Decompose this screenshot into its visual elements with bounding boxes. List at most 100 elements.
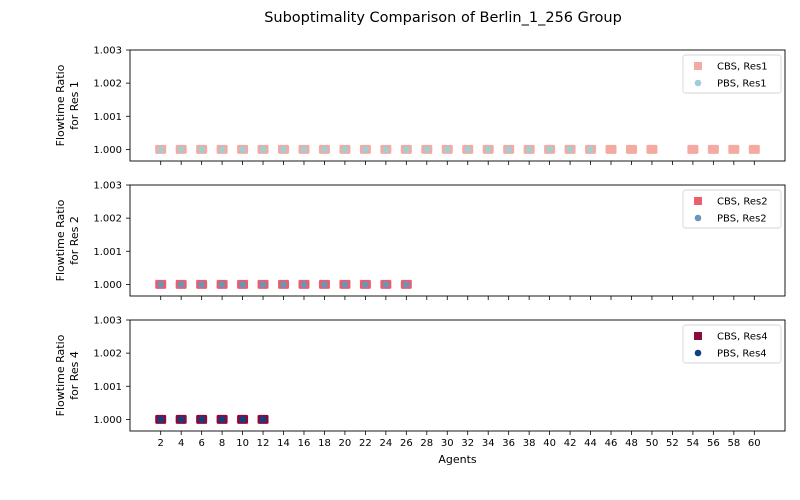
series-pbs-res1 [157, 146, 594, 153]
data-point [403, 146, 410, 153]
data-point [177, 146, 185, 153]
data-point [157, 416, 165, 423]
legend-label: CBS, Res1 [717, 62, 768, 73]
data-point [403, 281, 410, 288]
y-axis-label: Flowtime Ratiofor Res 2 [54, 199, 81, 281]
y-tick-label: 1.001 [93, 112, 122, 123]
data-point [259, 146, 267, 153]
legend-frame [682, 189, 782, 229]
data-point [587, 146, 594, 153]
legend-marker [694, 197, 702, 205]
legend-label: PBS, Res1 [717, 79, 767, 90]
data-point [198, 281, 205, 288]
x-tick-label: 22 [359, 438, 372, 449]
x-tick-label: 44 [584, 438, 597, 449]
y-axis-label-line1: Flowtime Ratio [54, 199, 67, 281]
y-axis-label-line2: for Res 1 [68, 81, 81, 130]
legend: CBS, Res2 PBS, Res2 [682, 189, 782, 229]
data-point [748, 144, 760, 154]
legend-marker [694, 62, 702, 70]
data-point [218, 281, 226, 288]
legend-label: PBS, Res4 [717, 349, 767, 360]
data-point [382, 146, 390, 153]
data-point [443, 146, 451, 153]
data-point [687, 144, 699, 154]
y-tick-label: 1.002 [93, 214, 122, 225]
data-point [239, 146, 246, 153]
data-point [321, 146, 328, 153]
legend-label: PBS, Res2 [717, 214, 767, 225]
legend-marker [694, 332, 702, 340]
x-tick-label: 4 [178, 438, 184, 449]
x-tick-label: 14 [277, 438, 290, 449]
data-point [605, 144, 617, 154]
data-point [280, 281, 287, 288]
y-tick-label: 1.003 [93, 181, 122, 192]
data-point [341, 146, 349, 153]
x-tick-label: 52 [666, 438, 679, 449]
y-axis-label: Flowtime Ratiofor Res 4 [54, 334, 81, 416]
y-tick-label: 1.003 [93, 46, 122, 57]
data-point [198, 416, 205, 423]
x-tick-label: 50 [646, 438, 659, 449]
data-point [300, 146, 308, 153]
y-axis-label-line2: for Res 4 [68, 351, 81, 400]
x-tick-label: 32 [461, 438, 474, 449]
y-tick-label: 1.002 [93, 79, 122, 90]
x-tick-label: 16 [298, 438, 311, 449]
data-point [157, 281, 165, 288]
series-cbs-res2 [155, 279, 412, 289]
x-tick-label: 38 [523, 438, 536, 449]
x-tick-label: 54 [687, 438, 700, 449]
data-point [300, 281, 308, 288]
x-tick-label: 20 [339, 438, 352, 449]
x-axis-label: Agents [438, 453, 477, 466]
data-point [546, 146, 553, 153]
data-point [177, 416, 185, 423]
y-tick-label: 1.001 [93, 247, 122, 258]
x-tick-label: 46 [605, 438, 618, 449]
data-point [218, 146, 226, 153]
data-point [484, 146, 492, 153]
data-point [341, 281, 349, 288]
subplot-2: 1.000 1.001 1.002 1.003 Flowtime Ratiofor Re… [54, 181, 786, 300]
data-point [728, 144, 740, 154]
figure-title: Suboptimality Comparison of Berlin_1_256… [264, 10, 622, 26]
legend-label: CBS, Res2 [717, 197, 768, 208]
x-tick-label: 12 [257, 438, 270, 449]
data-point [423, 146, 431, 153]
y-tick-label: 1.000 [93, 145, 122, 156]
legend-marker [694, 214, 702, 222]
x-tick-label: 30 [441, 438, 454, 449]
x-tick-label: 40 [543, 438, 556, 449]
data-point [362, 281, 369, 288]
data-point [362, 146, 369, 153]
data-point [198, 146, 205, 153]
data-point [525, 146, 533, 153]
axes-frame [129, 49, 786, 162]
data-point [157, 146, 165, 153]
y-tick-label: 1.001 [93, 382, 122, 393]
data-point [239, 281, 246, 288]
y-axis-label-line1: Flowtime Ratio [54, 64, 67, 146]
data-point [259, 416, 267, 423]
data-point [280, 146, 287, 153]
y-tick-label: 1.002 [93, 349, 122, 360]
legend: CBS, Res1 PBS, Res1 [682, 54, 782, 94]
data-point [625, 144, 637, 154]
data-point [464, 146, 472, 153]
y-tick-label: 1.003 [93, 316, 122, 327]
y-axis-label-line2: for Res 2 [68, 216, 81, 265]
legend: CBS, Res4 PBS, Res4 [682, 324, 782, 364]
data-point [566, 146, 574, 153]
x-tick-label: 10 [236, 438, 249, 449]
x-tick-label: 42 [564, 438, 577, 449]
series-cbs-res1 [155, 144, 760, 154]
data-point [321, 281, 328, 288]
x-tick-label: 18 [318, 438, 331, 449]
legend-frame [682, 324, 782, 364]
axes-frame [129, 184, 786, 297]
